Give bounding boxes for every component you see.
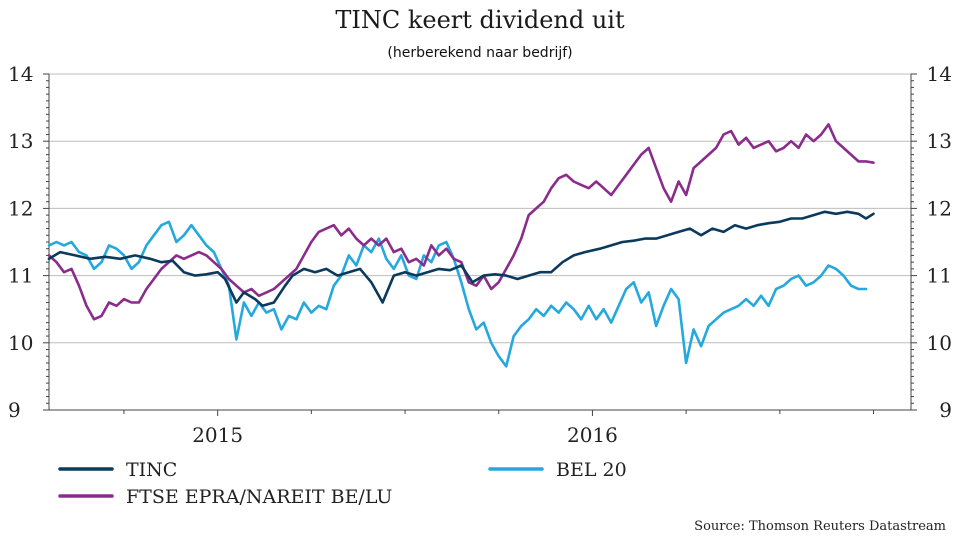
x-tick-label: 2015 — [192, 423, 243, 447]
series-line-tinc — [47, 210, 875, 308]
y-tick-label-left: 12 — [8, 196, 33, 220]
legend-label-tinc: TINC — [126, 459, 177, 481]
axes: 9 9 10 10 11 11 12 12 13 13 14 14 2015 2016 — [8, 62, 952, 447]
y-tick-label-left: 10 — [8, 331, 33, 355]
series-line-bel-20 — [47, 220, 868, 368]
chart-title: TINC keert dividend uit — [335, 6, 625, 34]
x-tick-label: 2016 — [567, 423, 618, 447]
source-note: Source: Thomson Reuters Datastream — [694, 519, 946, 534]
legend: TINC FTSE EPRA/NAREIT BE/LU BEL 20 — [58, 459, 627, 508]
y-tick-label-right: 9 — [939, 398, 952, 422]
chart-subtitle: (herberekend naar bedrijf) — [387, 45, 572, 61]
legend-label-bel-20: BEL 20 — [556, 459, 627, 481]
series-lines — [47, 123, 875, 368]
y-tick-label-right: 11 — [927, 264, 952, 288]
y-tick-label-left: 9 — [8, 398, 21, 422]
y-tick-label-left: 14 — [8, 62, 33, 86]
legend-label-ftse-epra-nareit-be-lu: FTSE EPRA/NAREIT BE/LU — [126, 486, 392, 508]
series-line-ftse-epra-nareit-be-lu — [47, 123, 875, 321]
y-tick-label-right: 13 — [927, 129, 952, 153]
y-tick-label-right: 12 — [927, 196, 952, 220]
y-tick-label-left: 13 — [8, 129, 33, 153]
gridlines — [49, 73, 911, 344]
y-tick-label-right: 10 — [927, 331, 952, 355]
y-tick-label-left: 11 — [8, 264, 33, 288]
y-tick-label-right: 14 — [927, 62, 952, 86]
